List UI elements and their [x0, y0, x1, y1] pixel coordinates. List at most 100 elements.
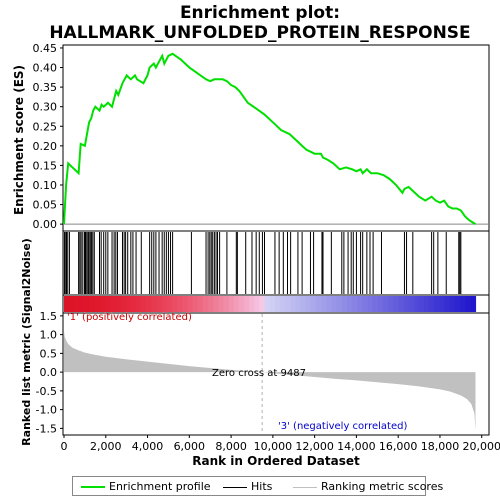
chart-title-line1: Enrichment plot:	[180, 3, 340, 23]
x-tick-label: 0	[61, 440, 68, 453]
rank-colorbar-segment	[460, 296, 466, 312]
x-ticks: 0 2,000 4,000 6,000 8,000 10,000 12,000 14,000 1…	[61, 435, 500, 453]
rank-colorbar-segment	[377, 296, 384, 312]
legend-label-enrichment-profile: Enrichment profile	[109, 480, 211, 493]
legend-item-enrichment-profile: Enrichment profile	[81, 480, 211, 494]
rank-colorbar-segment	[444, 296, 451, 312]
rank-colorbar-segment	[418, 296, 425, 312]
rank-colorbar-segment	[424, 296, 430, 312]
rank-colorbar-segment	[136, 296, 142, 312]
legend-label-ranking-metric: Ranking metric scores	[321, 480, 444, 493]
es-y-tick-label: 0.05	[33, 199, 58, 212]
rank-colorbar-segment	[372, 296, 379, 312]
rank-colorbar-segment	[295, 296, 302, 312]
rank-colorbar-segment	[110, 296, 117, 312]
x-tick-label: 10,000	[254, 440, 293, 453]
metric-y-tick-label: -0.5	[36, 385, 57, 398]
rank-colorbar-segment	[429, 296, 435, 312]
rank-colorbar-segment	[94, 296, 101, 312]
rank-colorbar-segment	[264, 296, 271, 312]
legend-item-ranking-metric: Ranking metric scores	[293, 480, 443, 494]
rank-colorbar-segment	[115, 296, 122, 312]
rank-colorbar-segment	[341, 296, 348, 312]
rank-colorbar-segment	[465, 296, 471, 312]
rank-colorbar-segment	[259, 296, 266, 312]
metric-y-tick-label: 1.0	[40, 329, 58, 342]
rank-colorbar-segment	[388, 296, 394, 312]
rank-colorbar-segment	[69, 296, 75, 312]
legend-swatch-ranking-metric	[293, 486, 317, 488]
rank-colorbar-segment	[161, 296, 168, 312]
legend-label-hits: Hits	[251, 480, 273, 493]
x-tick-label: 14,000	[337, 440, 376, 453]
rank-colorbar-segment	[89, 296, 96, 312]
x-tick-label: 8,000	[215, 440, 247, 453]
rank-colorbar-segment	[64, 296, 70, 312]
rank-colorbar-segment	[300, 296, 307, 312]
metric-group	[64, 314, 476, 434]
rank-colorbar-segment	[79, 296, 86, 312]
rank-colorbar-segment	[187, 296, 194, 312]
rank-colorbar-segment	[223, 296, 230, 312]
x-tick-label: 16,000	[379, 440, 418, 453]
legend-swatch-enrichment-profile	[81, 486, 105, 488]
x-tick-label: 18,000	[421, 440, 460, 453]
metric-y-tick-label: 0.0	[40, 366, 58, 379]
enrichment-profile-line	[63, 52, 477, 225]
rank-colorbar-segment	[336, 296, 343, 312]
rank-colorbar-segment	[197, 296, 204, 312]
rank-colorbar-segment	[125, 296, 132, 312]
rank-colorbar	[64, 296, 477, 312]
rank-colorbar-segment	[357, 296, 363, 312]
rank-colorbar-segment	[130, 296, 137, 312]
rank-colorbar-segment	[274, 296, 281, 312]
x-tick-label: 20,000	[462, 440, 500, 453]
ranking-metric-area	[64, 330, 476, 431]
rank-colorbar-segment	[74, 296, 81, 312]
rank-colorbar-segment	[141, 296, 147, 312]
rank-colorbar-segment	[218, 296, 225, 312]
metric-panel-frame	[62, 312, 490, 436]
hits-panel-frame	[62, 230, 490, 296]
rank-colorbar-segment	[413, 296, 420, 312]
rank-colorbar-segment	[305, 296, 312, 312]
rank-colorbar-segment	[208, 296, 214, 312]
legend-item-hits: Hits	[223, 480, 272, 494]
es-y-tick-label: 0.35	[33, 81, 58, 94]
rank-colorbar-segment	[316, 296, 322, 312]
rank-colorbar-segment	[403, 296, 410, 312]
rank-colorbar-segment	[352, 296, 358, 312]
rank-colorbar-segment	[439, 296, 446, 312]
rank-colorbar-segment	[249, 296, 255, 312]
rank-colorbar-segment	[280, 296, 286, 312]
es-y-tick-label: 0.40	[33, 62, 58, 75]
es-y-tick-label: 0.30	[33, 101, 58, 114]
rank-colorbar-segment	[434, 296, 441, 312]
chart-title-line2: HALLMARK_UNFOLDED_PROTEIN_RESPONSE	[49, 23, 470, 43]
rank-colorbar-segment	[326, 296, 333, 312]
rank-colorbar-segment	[244, 296, 250, 312]
rank-colorbar-segment	[166, 296, 173, 312]
es-y-ticks: 0.00 0.05 0.10 0.15 0.20 0.25 0.30 0.35 0.40 0.45	[33, 42, 63, 231]
es-y-axis-label: Enrichment score (ES)	[12, 65, 26, 215]
rank-colorbar-segment	[310, 296, 317, 312]
rank-colorbar-segment	[449, 296, 456, 312]
rank-colorbar-segment	[238, 296, 245, 312]
es-line-group	[63, 52, 477, 225]
rank-colorbar-segment	[367, 296, 374, 312]
metric-y-axis-label: Ranked list metric (Signal2Noise)	[20, 238, 33, 446]
es-panel-frame	[62, 44, 490, 232]
rank-colorbar-segment	[470, 296, 477, 312]
metric-y-ticks: 1.5 1.0 0.5 0.0 -0.5 -1.0 -1.5	[36, 310, 63, 435]
rank-colorbar-segment	[382, 296, 389, 312]
rank-colorbar-segment	[146, 296, 153, 312]
rank-colorbar-segment	[172, 296, 178, 312]
rank-colorbar-segment	[228, 296, 235, 312]
rank-colorbar-segment	[346, 296, 353, 312]
legend-swatch-hits	[223, 486, 247, 488]
legend: Enrichment profile Hits Ranking metric s…	[72, 476, 443, 496]
es-y-tick-label: 0.00	[33, 218, 58, 231]
rank-colorbar-segment	[454, 296, 461, 312]
rank-colorbar-segment	[285, 296, 291, 312]
